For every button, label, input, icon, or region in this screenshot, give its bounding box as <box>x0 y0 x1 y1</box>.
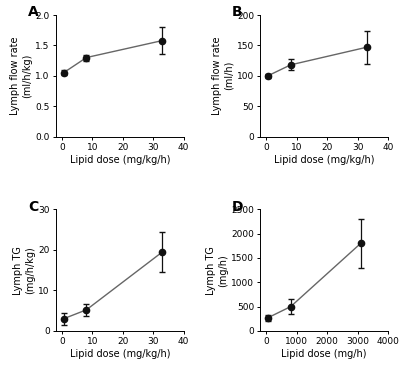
X-axis label: Lipid dose (mg/h): Lipid dose (mg/h) <box>282 349 367 359</box>
X-axis label: Lipid dose (mg/kg/h): Lipid dose (mg/kg/h) <box>70 349 170 359</box>
X-axis label: Lipid dose (mg/kg/h): Lipid dose (mg/kg/h) <box>70 155 170 165</box>
Text: D: D <box>232 200 244 214</box>
Y-axis label: Lymph TG
(mg/h/kg): Lymph TG (mg/h/kg) <box>13 246 36 294</box>
Text: B: B <box>232 5 243 19</box>
X-axis label: Lipid dose (mg/kg/h): Lipid dose (mg/kg/h) <box>274 155 374 165</box>
Text: A: A <box>28 5 39 19</box>
Y-axis label: Lymph flow rate
(ml/h/kg): Lymph flow rate (ml/h/kg) <box>10 36 32 115</box>
Y-axis label: Lymph TG
(mg/h): Lymph TG (mg/h) <box>206 246 228 294</box>
Y-axis label: Lymph flow rate
(ml/h): Lymph flow rate (ml/h) <box>212 36 234 115</box>
Text: C: C <box>28 200 38 214</box>
